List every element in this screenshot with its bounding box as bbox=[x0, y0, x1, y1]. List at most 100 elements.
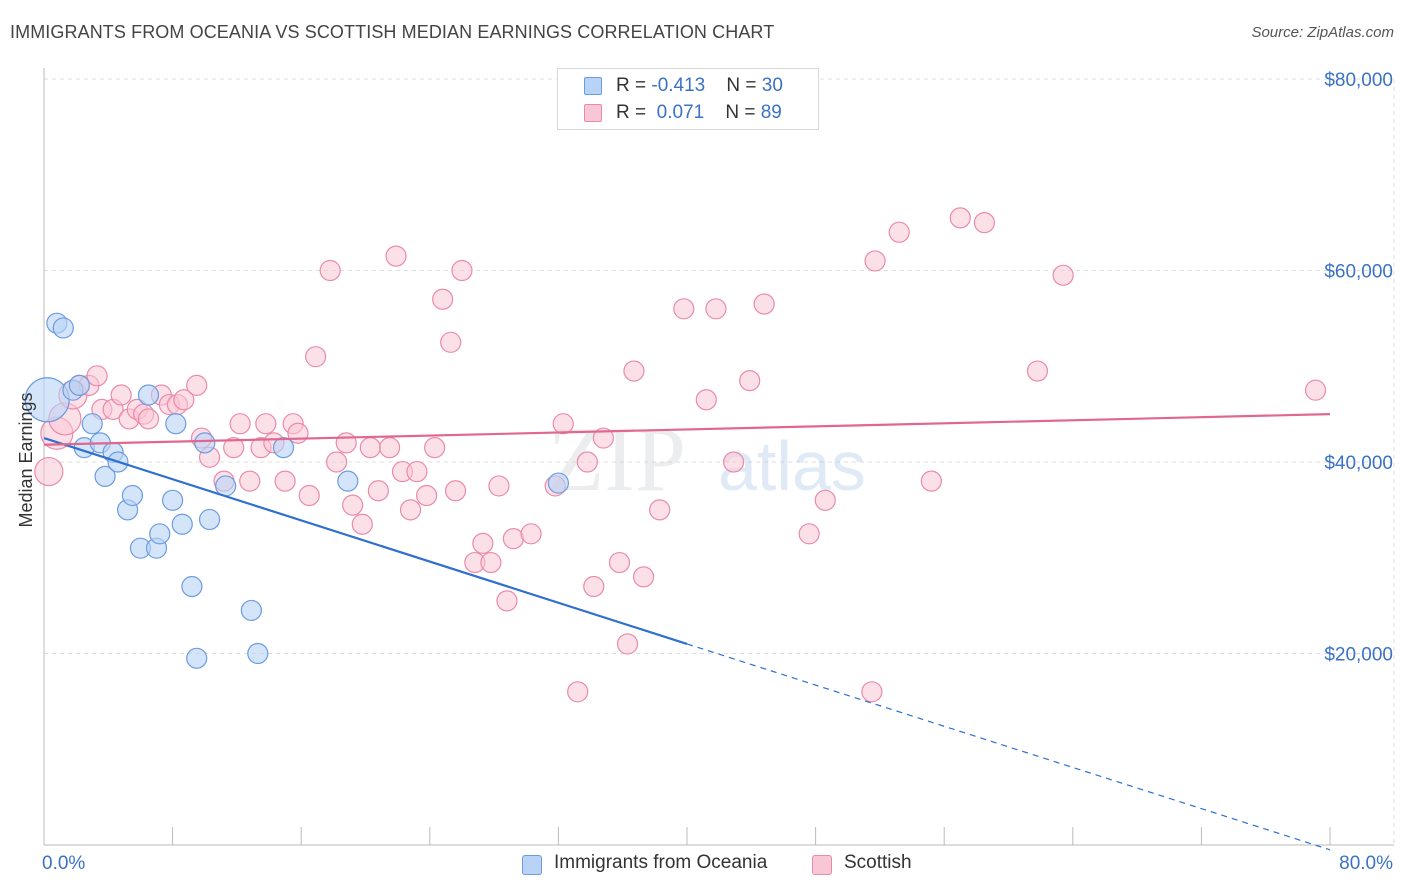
scottish-point bbox=[367, 480, 389, 502]
scottish-point bbox=[335, 432, 357, 454]
source-label: Source: ZipAtlas.com bbox=[1251, 24, 1394, 41]
scottish-point bbox=[424, 437, 446, 459]
y-tick-label: $40,000 bbox=[1324, 453, 1393, 474]
scottish-point bbox=[705, 298, 727, 320]
oceania-trend-extension bbox=[686, 643, 1331, 851]
scottish-point bbox=[753, 293, 775, 315]
oceania-point bbox=[149, 523, 171, 545]
n-value: 89 bbox=[760, 102, 782, 123]
scottish-point bbox=[814, 489, 836, 511]
scottish-point bbox=[451, 259, 473, 282]
oceania-point bbox=[240, 599, 262, 622]
oceania-trend-line bbox=[43, 437, 688, 645]
y-tick-label: $20,000 bbox=[1324, 645, 1393, 666]
r-value: 0.071 bbox=[656, 102, 705, 123]
oceania-point bbox=[162, 489, 184, 511]
oceania-point bbox=[198, 508, 221, 531]
scottish-trend-line bbox=[43, 413, 1331, 446]
series-oceania bbox=[24, 312, 570, 669]
scottish-point bbox=[798, 523, 820, 545]
n-value: 30 bbox=[761, 75, 783, 96]
y-tick-label: $80,000 bbox=[1324, 70, 1393, 91]
scottish-point bbox=[649, 499, 671, 521]
scottish-point bbox=[472, 532, 494, 554]
oceania-point bbox=[121, 484, 144, 507]
scottish-point bbox=[1026, 360, 1049, 382]
oceania-point bbox=[81, 413, 103, 435]
scottish-point bbox=[739, 370, 761, 392]
scottish-point bbox=[583, 575, 605, 598]
scottish-point bbox=[399, 499, 422, 521]
x-tick-label: 80.0% bbox=[1339, 853, 1393, 874]
r-label: R = bbox=[616, 75, 652, 96]
scottish-point bbox=[229, 413, 251, 435]
oceania-point bbox=[247, 642, 269, 665]
axes bbox=[43, 68, 1394, 846]
oceania-legend-swatch bbox=[522, 855, 542, 875]
scottish-point bbox=[502, 527, 524, 550]
scottish-point bbox=[520, 523, 542, 545]
scottish-point bbox=[920, 470, 942, 492]
oceania-point bbox=[52, 317, 74, 339]
legend-label-oceania: Immigrants from Oceania bbox=[554, 852, 768, 873]
scottish-legend-swatch bbox=[812, 855, 832, 875]
scottish-point bbox=[359, 437, 381, 459]
scottish-point bbox=[385, 245, 407, 267]
stats-legend: R = -0.413 N = 30 R = 0.071 N = 89 bbox=[557, 68, 819, 130]
oceania-point bbox=[94, 465, 116, 487]
trend-lines bbox=[43, 413, 1331, 851]
scottish-point bbox=[186, 374, 208, 396]
scottish-point bbox=[255, 413, 277, 435]
scottish-point bbox=[406, 460, 428, 483]
r-value: -0.413 bbox=[651, 75, 706, 96]
scottish-point bbox=[888, 221, 910, 243]
scottish-point bbox=[305, 346, 327, 368]
scottish-point bbox=[723, 451, 745, 473]
scottish-point bbox=[552, 413, 574, 435]
scottish-point bbox=[576, 451, 598, 473]
n-label: N = bbox=[726, 75, 762, 96]
scottish-point bbox=[137, 408, 160, 430]
scottish-point bbox=[496, 590, 518, 612]
scottish-point bbox=[444, 480, 467, 502]
scottish-point bbox=[440, 331, 462, 353]
oceania-point bbox=[68, 374, 90, 396]
scottish-point bbox=[949, 207, 971, 229]
series-legend: Immigrants from Oceania Scottish bbox=[0, 852, 1406, 880]
scottish-point bbox=[110, 384, 132, 406]
scottish-point bbox=[173, 389, 195, 411]
n-label: N = bbox=[725, 102, 761, 123]
scottish-point bbox=[623, 360, 645, 382]
scottish-point bbox=[86, 365, 108, 387]
scottish-point bbox=[1052, 264, 1074, 286]
scottish-point bbox=[567, 681, 589, 703]
oceania-point bbox=[186, 647, 208, 669]
scottish-point bbox=[274, 470, 296, 492]
scottish-point bbox=[379, 437, 401, 459]
oceania-point bbox=[337, 470, 359, 492]
oceania-point bbox=[137, 384, 160, 406]
scottish-point bbox=[415, 484, 438, 507]
scottish-point bbox=[432, 288, 454, 310]
scottish-point bbox=[861, 681, 883, 703]
x-tick-labels: 0.0% 80.0% bbox=[42, 853, 1393, 874]
y-tick-labels: $20,000 $40,000 $60,000 $80,000 bbox=[1324, 70, 1393, 666]
oceania-point bbox=[181, 575, 203, 598]
scottish-point bbox=[223, 437, 245, 459]
r-label: R = bbox=[616, 102, 652, 123]
scottish-point bbox=[973, 212, 995, 234]
scottish-point bbox=[608, 551, 631, 574]
oceania-point bbox=[165, 413, 187, 435]
scottish-point bbox=[351, 513, 373, 535]
y-tick-label: $60,000 bbox=[1324, 262, 1393, 283]
scottish-point bbox=[488, 475, 510, 497]
oceania-swatch bbox=[584, 77, 602, 95]
scottish-point bbox=[632, 566, 655, 588]
scottish-point bbox=[592, 427, 615, 449]
scottish-point bbox=[342, 494, 364, 516]
scottish-point bbox=[673, 298, 695, 320]
scottish-point bbox=[1304, 379, 1327, 401]
y-axis-label: Median Earnings bbox=[16, 392, 36, 527]
oceania-point bbox=[272, 437, 295, 459]
